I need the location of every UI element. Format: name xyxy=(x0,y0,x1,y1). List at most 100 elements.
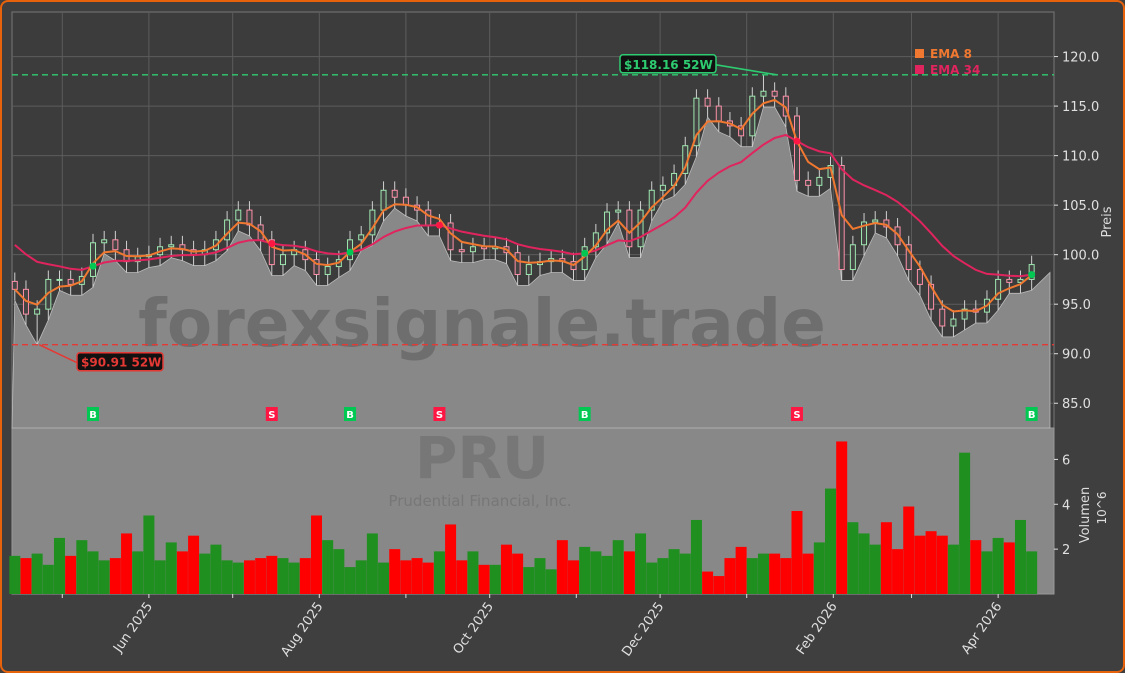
volume-bar xyxy=(500,544,512,594)
candle-down xyxy=(704,97,711,107)
candle-up xyxy=(849,244,856,271)
volume-bar xyxy=(378,562,390,594)
volume-bar xyxy=(612,540,624,594)
candle-down xyxy=(313,259,320,275)
candle-down xyxy=(246,209,253,226)
volume-bar xyxy=(232,562,244,594)
volume-bar xyxy=(355,560,367,594)
volume-bar xyxy=(176,551,188,594)
volume-bar xyxy=(579,546,591,594)
volume-bar xyxy=(299,558,311,594)
candle-up xyxy=(659,184,666,191)
price-axis-label: Preis xyxy=(1100,206,1115,237)
volume-bar xyxy=(243,560,255,594)
candle-up xyxy=(637,209,644,248)
volume-bar xyxy=(623,551,635,594)
signal-label: S xyxy=(268,410,275,421)
volume-bar xyxy=(735,546,747,594)
candle-down xyxy=(1006,278,1013,283)
volume-bar xyxy=(702,571,714,594)
volume-bar xyxy=(780,558,792,594)
52w-lines: $118.16 52W $90.91 52W xyxy=(12,54,1054,372)
watermark-company: Prudential Financial, Inc. xyxy=(388,492,571,510)
volume-bar xyxy=(568,560,580,594)
volume-bar xyxy=(858,533,870,594)
volume-bar xyxy=(925,531,937,594)
volume-bar xyxy=(813,542,825,594)
volume-bar xyxy=(98,560,110,594)
volume-bar xyxy=(757,553,769,594)
sell-signal xyxy=(790,407,803,421)
volume-bar xyxy=(523,567,535,594)
volume-bar xyxy=(992,537,1004,594)
volume-bar xyxy=(791,511,803,594)
volume-bar xyxy=(422,562,434,594)
volume-bar xyxy=(322,540,334,594)
volume-bar xyxy=(545,569,557,594)
candle-up xyxy=(604,211,611,234)
x-tick-label: Aug 2025 xyxy=(278,600,326,660)
candle-up xyxy=(168,244,175,248)
volume-bar xyxy=(512,553,524,594)
volume-bar xyxy=(981,551,993,594)
volume-bar xyxy=(892,549,904,594)
volume-bar xyxy=(210,544,222,594)
volume-bar xyxy=(836,441,848,594)
volume-bar xyxy=(188,535,200,594)
volume-bar xyxy=(456,560,468,594)
volume-bar xyxy=(478,564,490,594)
crossover-dot xyxy=(793,137,801,145)
watermark: forexsignale.trade PRU Prudential Financ… xyxy=(138,285,826,510)
y-tick-label: 115.0 xyxy=(1062,100,1099,115)
low_52w-label: $90.91 52W xyxy=(81,356,161,370)
volume-bar xyxy=(746,558,758,594)
volume-bar xyxy=(668,549,680,594)
volume-bar xyxy=(959,452,971,594)
volume-bar xyxy=(9,555,21,594)
volume-bar xyxy=(344,567,356,594)
volume-bar xyxy=(825,488,837,594)
legend-label-ema8: EMA 8 xyxy=(930,47,972,61)
volume-bar xyxy=(277,558,289,594)
volume-axis-unit: 10^6 xyxy=(1095,492,1109,525)
volume-bar xyxy=(165,542,177,594)
high_52w-label: $118.16 52W xyxy=(624,58,713,72)
signal-label: B xyxy=(346,410,354,421)
volume-bars xyxy=(9,441,1038,594)
watermark-ticker: PRU xyxy=(415,424,549,492)
buy-signal xyxy=(1025,407,1038,421)
candle-down xyxy=(112,239,119,251)
volume-tick-label: 4 xyxy=(1062,498,1070,513)
candle-up xyxy=(816,176,823,186)
high_52w-arrow xyxy=(715,64,777,76)
volume-bar xyxy=(903,506,915,594)
buy-signal xyxy=(578,407,591,421)
candle-up xyxy=(235,209,242,221)
signal-label: B xyxy=(1028,410,1036,421)
sell-signal xyxy=(433,407,446,421)
candle-up xyxy=(961,308,968,320)
volume-bar xyxy=(601,555,613,594)
candle-up xyxy=(90,242,97,277)
volume-bar xyxy=(143,515,155,594)
volume-axis-label: Volumen xyxy=(1078,487,1093,544)
legend-swatch-ema8 xyxy=(915,49,924,58)
signal-label: B xyxy=(581,410,589,421)
low_52w-arrow xyxy=(38,343,78,364)
crossover-dot xyxy=(89,262,97,270)
volume-bar xyxy=(657,558,669,594)
candle-up xyxy=(950,318,957,327)
volume-bar xyxy=(76,540,88,594)
legend-label-ema34: EMA 34 xyxy=(930,63,980,77)
candle-down xyxy=(268,239,275,266)
legend-swatch-ema34 xyxy=(915,65,924,74)
x-tick-label: Jun 2025 xyxy=(110,600,156,657)
ema34-line xyxy=(14,133,1032,278)
candle-down xyxy=(793,115,800,181)
signal-label: S xyxy=(793,410,800,421)
volume-bar xyxy=(121,533,133,594)
x-tick-label: Oct 2025 xyxy=(450,600,497,658)
volume-bar xyxy=(769,553,781,594)
